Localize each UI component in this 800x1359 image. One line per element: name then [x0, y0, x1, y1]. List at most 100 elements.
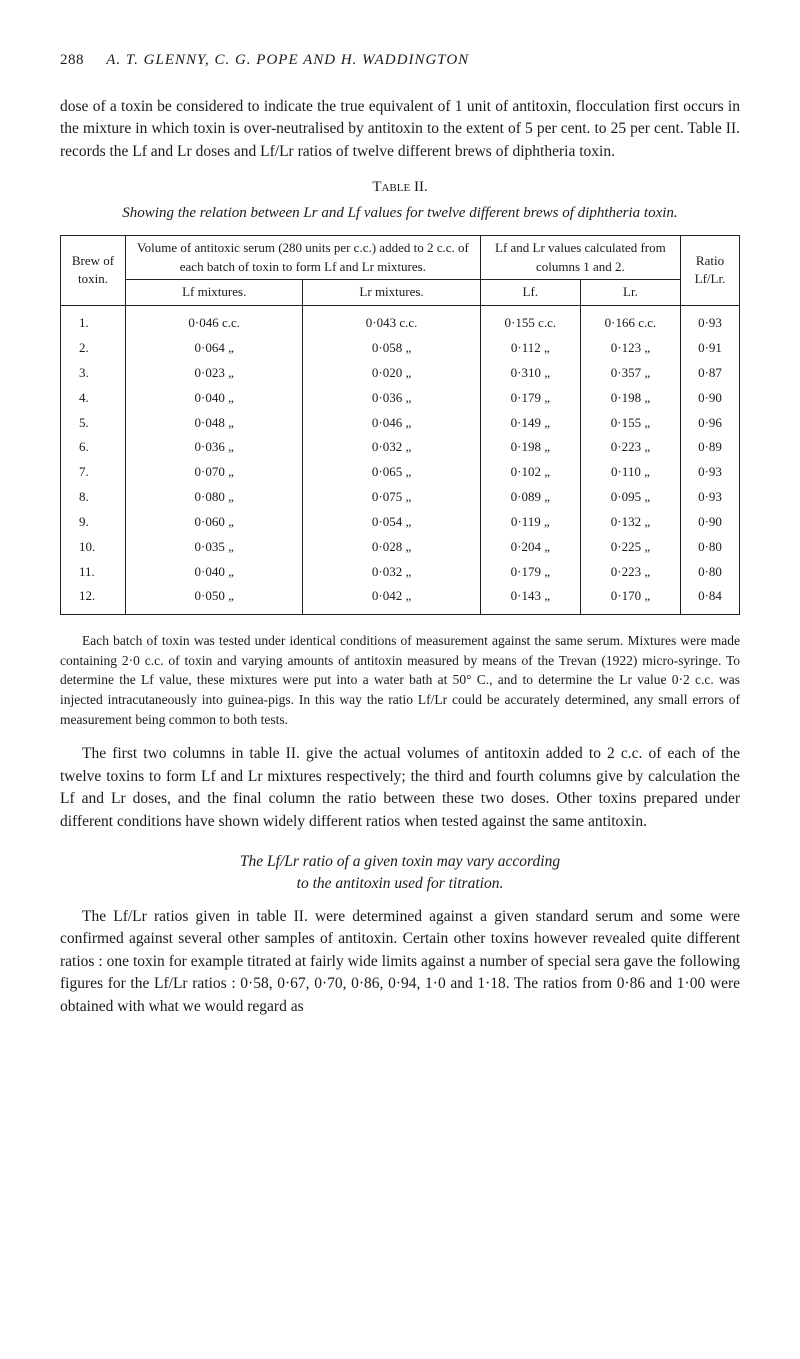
section-title: The Lf/Lr ratio of a given toxin may var… [60, 851, 740, 896]
table-row-num: 7. [61, 460, 126, 485]
table-cell-lrmix: 0·043 c.c. [303, 306, 480, 336]
col-calc: Lf and Lr values calculated from columns… [480, 235, 680, 280]
table-row-num: 9. [61, 510, 126, 535]
table-cell-ratio: 0·89 [681, 435, 740, 460]
running-header: 288 A. T. GLENNY, C. G. POPE AND H. WADD… [60, 50, 740, 72]
table-row-num: 10. [61, 535, 126, 560]
col-volume: Volume of antitoxic serum (280 units per… [126, 235, 481, 280]
table-cell-lfmix: 0·035 „ [126, 535, 303, 560]
table-row-num: 11. [61, 560, 126, 585]
table-cell-lr: 0·132 „ [580, 510, 680, 535]
table-cell-lrmix: 0·020 „ [303, 361, 480, 386]
table-cell-lrmix: 0·032 „ [303, 435, 480, 460]
table-cell-lf: 0·102 „ [480, 460, 580, 485]
table-row: 6.0·036 „0·032 „0·198 „0·223 „0·89 [61, 435, 740, 460]
table-cell-lfmix: 0·060 „ [126, 510, 303, 535]
table-note: Each batch of toxin was tested under ide… [60, 631, 740, 729]
table-row-num: 12. [61, 584, 126, 614]
table-cell-lfmix: 0·064 „ [126, 336, 303, 361]
table-title-prefix: Showing the relation between [122, 205, 299, 221]
authors: A. T. GLENNY, C. G. POPE AND H. WADDINGT… [106, 52, 469, 68]
table-row-num: 3. [61, 361, 126, 386]
table-cell-ratio: 0·90 [681, 510, 740, 535]
table-cell-lf: 0·119 „ [480, 510, 580, 535]
table-cell-lr: 0·123 „ [580, 336, 680, 361]
table-row-num: 2. [61, 336, 126, 361]
table-cell-lfmix: 0·050 „ [126, 584, 303, 614]
table-row-num: 4. [61, 386, 126, 411]
table-cell-ratio: 0·80 [681, 535, 740, 560]
table-cell-ratio: 0·96 [681, 411, 740, 436]
table-cell-lrmix: 0·058 „ [303, 336, 480, 361]
table-cell-lf: 0·112 „ [480, 336, 580, 361]
table-row: 7.0·070 „0·065 „0·102 „0·110 „0·93 [61, 460, 740, 485]
table-cell-lrmix: 0·075 „ [303, 485, 480, 510]
table-row-num: 8. [61, 485, 126, 510]
table-cell-ratio: 0·87 [681, 361, 740, 386]
page-number: 288 [60, 52, 84, 68]
table-label: Table II. [60, 177, 740, 199]
table-cell-lrmix: 0·065 „ [303, 460, 480, 485]
section-title-line2: to the antitoxin used for titration. [297, 875, 504, 892]
table-cell-ratio: 0·93 [681, 485, 740, 510]
table-cell-lf: 0·310 „ [480, 361, 580, 386]
table-row-num: 6. [61, 435, 126, 460]
table-row-num: 5. [61, 411, 126, 436]
table-cell-lr: 0·155 „ [580, 411, 680, 436]
table-cell-lf: 0·179 „ [480, 560, 580, 585]
table-cell-lrmix: 0·028 „ [303, 535, 480, 560]
table-cell-lrmix: 0·054 „ [303, 510, 480, 535]
table-cell-lr: 0·225 „ [580, 535, 680, 560]
sub-lrmix: Lr mixtures. [303, 280, 480, 306]
table-cell-lrmix: 0·036 „ [303, 386, 480, 411]
table-row: 9.0·060 „0·054 „0·119 „0·132 „0·90 [61, 510, 740, 535]
table-cell-lfmix: 0·046 c.c. [126, 306, 303, 336]
table-cell-lfmix: 0·036 „ [126, 435, 303, 460]
table-row: 12.0·050 „0·042 „0·143 „0·170 „0·84 [61, 584, 740, 614]
table-cell-ratio: 0·80 [681, 560, 740, 585]
table-row: 4.0·040 „0·036 „0·179 „0·198 „0·90 [61, 386, 740, 411]
table-cell-lrmix: 0·042 „ [303, 584, 480, 614]
table-cell-lfmix: 0·023 „ [126, 361, 303, 386]
section-title-line1: The Lf/Lr ratio of a given toxin may var… [240, 853, 560, 870]
table-cell-lfmix: 0·048 „ [126, 411, 303, 436]
sub-lfmix: Lf mixtures. [126, 280, 303, 306]
table-cell-lf: 0·204 „ [480, 535, 580, 560]
table-cell-ratio: 0·93 [681, 460, 740, 485]
table-cell-lrmix: 0·032 „ [303, 560, 480, 585]
table-title-rest: Lr and Lf values for twelve different br… [303, 205, 677, 221]
table-cell-lf: 0·143 „ [480, 584, 580, 614]
table-cell-lr: 0·170 „ [580, 584, 680, 614]
table-cell-lf: 0·179 „ [480, 386, 580, 411]
table-cell-lfmix: 0·080 „ [126, 485, 303, 510]
table-cell-lr: 0·166 c.c. [580, 306, 680, 336]
table-cell-lr: 0·223 „ [580, 435, 680, 460]
table-cell-lr: 0·223 „ [580, 560, 680, 585]
table-row: 11.0·040 „0·032 „0·179 „0·223 „0·80 [61, 560, 740, 585]
sub-lf: Lf. [480, 280, 580, 306]
table-cell-lf: 0·198 „ [480, 435, 580, 460]
table-cell-ratio: 0·93 [681, 306, 740, 336]
table-row: 3.0·023 „0·020 „0·310 „0·357 „0·87 [61, 361, 740, 386]
table-cell-lf: 0·155 c.c. [480, 306, 580, 336]
table-cell-lfmix: 0·070 „ [126, 460, 303, 485]
data-table: Brew of toxin. Volume of antitoxic serum… [60, 235, 740, 616]
table-cell-ratio: 0·84 [681, 584, 740, 614]
table-cell-lf: 0·149 „ [480, 411, 580, 436]
table-cell-ratio: 0·91 [681, 336, 740, 361]
table-cell-lfmix: 0·040 „ [126, 560, 303, 585]
table-cell-lr: 0·110 „ [580, 460, 680, 485]
table-row: 8.0·080 „0·075 „0·089 „0·095 „0·93 [61, 485, 740, 510]
table-title: Showing the relation between Lr and Lf v… [60, 203, 740, 225]
col-ratio: Ratio Lf/Lr. [681, 235, 740, 306]
paragraph-2: The first two columns in table II. give … [60, 743, 740, 833]
sub-lr: Lr. [580, 280, 680, 306]
table-cell-lr: 0·095 „ [580, 485, 680, 510]
table-row-num: 1. [61, 306, 126, 336]
col-brew: Brew of toxin. [61, 235, 126, 306]
table-cell-lr: 0·198 „ [580, 386, 680, 411]
paragraph-3: The Lf/Lr ratios given in table II. were… [60, 906, 740, 1018]
table-row: 10.0·035 „0·028 „0·204 „0·225 „0·80 [61, 535, 740, 560]
table-row: 5.0·048 „0·046 „0·149 „0·155 „0·96 [61, 411, 740, 436]
table-cell-lf: 0·089 „ [480, 485, 580, 510]
